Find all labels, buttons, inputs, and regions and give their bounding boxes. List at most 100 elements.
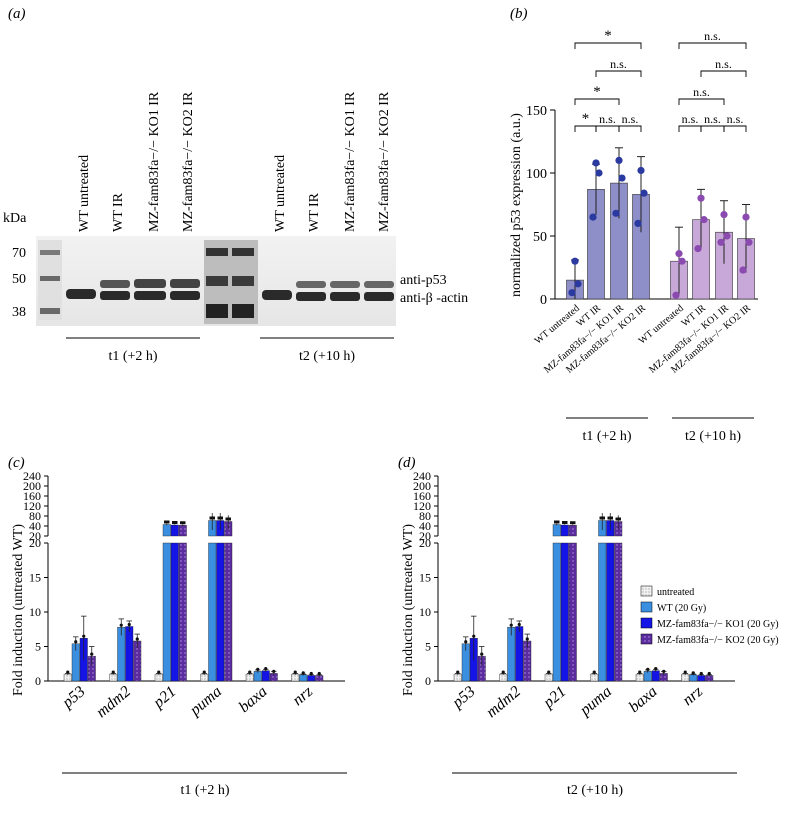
bar bbox=[216, 542, 225, 682]
sig-bracket-b-11 bbox=[700, 125, 725, 132]
data-point bbox=[157, 670, 161, 674]
legend-label-untreated: untreated bbox=[657, 587, 694, 598]
x-tick-label: p53 bbox=[448, 683, 478, 712]
bar bbox=[614, 542, 623, 682]
group-label-b-t2: t2 (+10 h) bbox=[685, 429, 741, 444]
y-tick-label-b: 100 bbox=[526, 167, 547, 182]
data-point-b bbox=[634, 219, 642, 227]
bar bbox=[499, 673, 508, 682]
data-point bbox=[172, 521, 178, 524]
band-label-p53: anti-p53 bbox=[400, 273, 447, 288]
sig-bracket-b-10 bbox=[678, 125, 702, 132]
data-point bbox=[456, 670, 460, 674]
data-point bbox=[646, 667, 650, 671]
bar bbox=[208, 542, 217, 682]
data-point bbox=[111, 670, 115, 674]
y-tick-label: 10 bbox=[29, 605, 41, 619]
y-axis-label: Fold induction (untreated WT) bbox=[401, 524, 416, 696]
bar bbox=[307, 675, 316, 682]
data-point bbox=[256, 667, 260, 671]
legend-swatch-ko2 bbox=[640, 633, 653, 645]
lane-label-t2-3: MZ-fam83fa−/− KO1 IR bbox=[343, 91, 358, 232]
data-point bbox=[309, 671, 313, 676]
group-label-b-t1: t1 (+2 h) bbox=[582, 429, 631, 444]
sig-bracket-b-3-label: * bbox=[593, 84, 601, 100]
y-tick-label: 240 bbox=[413, 469, 431, 483]
y-tick-label-b: 50 bbox=[533, 230, 547, 245]
sig-bracket-b-9 bbox=[678, 98, 725, 105]
data-point bbox=[90, 652, 94, 656]
sig-bracket-b-2 bbox=[595, 70, 642, 77]
mw-marker-70: 70 bbox=[12, 246, 26, 261]
data-point bbox=[66, 670, 70, 674]
y-tick-label: 80 bbox=[29, 509, 41, 523]
y-tick-label: 5 bbox=[425, 640, 431, 654]
y-tick-label: 120 bbox=[23, 499, 41, 513]
data-point bbox=[293, 670, 297, 674]
legend-swatch-untreated bbox=[640, 585, 653, 597]
x-tick-label: mdm2 bbox=[483, 683, 524, 721]
data-point bbox=[119, 623, 123, 627]
bar bbox=[705, 675, 714, 682]
bar bbox=[681, 673, 690, 682]
data-point bbox=[570, 521, 576, 525]
bar bbox=[245, 673, 254, 682]
group-label: t2 (+10 h) bbox=[567, 783, 623, 798]
data-point bbox=[127, 622, 131, 627]
data-point bbox=[164, 520, 170, 524]
data-point bbox=[638, 670, 642, 674]
data-point-b bbox=[574, 280, 582, 288]
sig-bracket-b-4-label: * bbox=[582, 111, 590, 127]
data-point-b bbox=[745, 238, 753, 246]
bar bbox=[453, 673, 462, 682]
data-point-b bbox=[618, 174, 626, 182]
lane-label-t1-4: MZ-fam83fa−/− KO2 IR bbox=[181, 91, 196, 232]
bar bbox=[170, 542, 179, 682]
data-point bbox=[683, 670, 687, 674]
data-point-b bbox=[742, 213, 750, 221]
x-tick-label: p21 bbox=[149, 683, 179, 712]
bar bbox=[560, 524, 569, 537]
sig-bracket-b-9-label: n.s. bbox=[693, 85, 710, 99]
bar bbox=[125, 626, 134, 682]
bar bbox=[178, 542, 187, 682]
y-tick-label: 0 bbox=[425, 674, 431, 688]
data-point-b bbox=[697, 194, 705, 202]
data-point bbox=[217, 516, 223, 520]
group-label: t1 (+2 h) bbox=[180, 783, 229, 798]
legend-label-ko1: MZ-fam83fa−/− KO1 (20 Gy) bbox=[657, 619, 779, 630]
legend-swatch-ko1 bbox=[640, 617, 653, 629]
x-tick-label: p21 bbox=[539, 683, 569, 712]
sig-bracket-b-8-label: n.s. bbox=[715, 57, 732, 71]
sig-bracket-b-11-label: n.s. bbox=[704, 112, 721, 126]
bar bbox=[253, 671, 262, 682]
bar bbox=[635, 673, 644, 682]
data-point-b bbox=[678, 257, 686, 265]
bar bbox=[200, 673, 209, 682]
bar bbox=[224, 542, 233, 682]
y-axis-label-b: normalized p53 expression (a.u.) bbox=[509, 113, 524, 297]
data-point bbox=[554, 520, 560, 524]
y-tick-label: 15 bbox=[29, 571, 41, 585]
data-point bbox=[74, 640, 78, 644]
data-point bbox=[607, 516, 613, 520]
bar bbox=[552, 542, 561, 682]
x-tick-label: baxa bbox=[236, 683, 271, 716]
western-blot-image bbox=[36, 236, 396, 326]
sig-bracket-b-3 bbox=[574, 98, 620, 105]
legend-swatch-wt bbox=[640, 601, 653, 613]
sig-bracket-b-10-label: n.s. bbox=[682, 112, 699, 126]
data-point bbox=[202, 670, 206, 674]
data-point-b bbox=[589, 213, 597, 221]
y-tick-label: 120 bbox=[413, 499, 431, 513]
sig-bracket-b-8 bbox=[700, 70, 747, 77]
y-tick-label: 80 bbox=[419, 509, 431, 523]
data-point bbox=[509, 623, 513, 627]
panel-d-tag: (d) bbox=[398, 455, 416, 471]
bar bbox=[697, 675, 706, 682]
data-point-b bbox=[675, 250, 683, 258]
x-tick-label: puma bbox=[186, 683, 225, 720]
lane-label-t1-3: MZ-fam83fa−/− KO1 IR bbox=[147, 91, 162, 232]
